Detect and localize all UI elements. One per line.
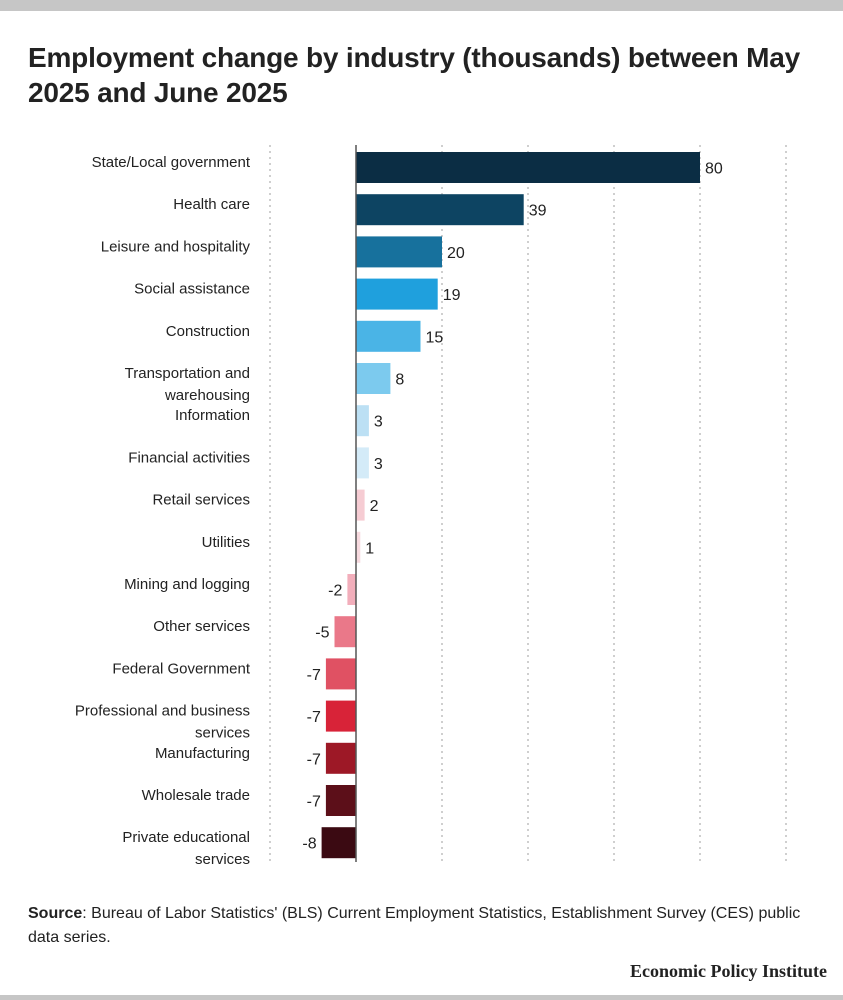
category-label: Transportation and warehousing	[125, 365, 250, 404]
value-label: 8	[395, 372, 404, 389]
category-label: Information	[175, 407, 250, 424]
value-label: -7	[307, 794, 321, 811]
category-label: Mining and logging	[124, 576, 250, 593]
value-label: 39	[529, 203, 547, 220]
bar	[325, 742, 356, 774]
bar	[356, 152, 700, 183]
value-label: -7	[307, 751, 321, 768]
category-label: Manufacturing	[155, 745, 250, 762]
bar	[356, 278, 438, 310]
bar	[356, 405, 369, 437]
value-label: 3	[374, 456, 383, 473]
value-label: -8	[302, 836, 316, 853]
source-note: Source: Bureau of Labor Statistics' (BLS…	[28, 902, 818, 950]
category-label: State/Local government	[92, 154, 251, 171]
category-label: Wholesale trade	[142, 787, 250, 804]
category-label: Retail services	[152, 492, 250, 509]
bottom-border	[0, 995, 843, 1000]
value-label: 15	[426, 329, 444, 346]
bar	[356, 363, 391, 394]
value-label: 19	[443, 287, 461, 304]
value-label: 2	[370, 498, 379, 515]
source-label: Source	[28, 905, 83, 922]
value-label: 1	[365, 540, 374, 557]
bar	[356, 194, 524, 226]
bar	[325, 700, 356, 732]
value-label: -5	[315, 625, 329, 642]
value-label: 80	[705, 161, 723, 178]
category-label: Other services	[153, 618, 250, 635]
category-label: Utilities	[202, 534, 250, 551]
bar	[321, 827, 356, 859]
top-border	[0, 0, 843, 11]
bar	[356, 320, 421, 352]
category-label: Construction	[166, 323, 250, 340]
bar	[356, 489, 365, 521]
value-label: -7	[307, 709, 321, 726]
category-label: Federal Government	[112, 660, 250, 677]
bar	[356, 447, 369, 479]
bar	[356, 236, 442, 268]
value-label: -7	[307, 667, 321, 684]
bar	[334, 616, 356, 648]
source-text: : Bureau of Labor Statistics' (BLS) Curr…	[28, 905, 801, 946]
category-label: Financial activities	[128, 449, 250, 466]
category-label: Leisure and hospitality	[101, 238, 251, 255]
category-label: Private educational services	[122, 829, 250, 868]
category-labels: State/Local government Health care Leisure…	[75, 154, 251, 868]
chart-title: Employment change by industry (thousands…	[28, 42, 800, 108]
value-label: -2	[328, 583, 342, 600]
bar	[325, 658, 356, 690]
category-label: Professional and business services	[75, 703, 250, 742]
category-label: Social assistance	[134, 281, 250, 298]
value-label: 20	[447, 245, 465, 262]
bar-chart: State/Local government Health care Leisure…	[75, 145, 787, 868]
bar	[325, 785, 356, 816]
bar	[356, 531, 361, 563]
category-label: Health care	[173, 196, 250, 213]
value-label: 3	[374, 414, 383, 431]
bars	[321, 152, 700, 859]
epi-logo: Economic Policy Institute	[630, 961, 827, 981]
bar	[347, 574, 356, 605]
value-labels: 80 39 20 19 15 8 3 3 2 1 -2 -5 -7 -7 -7 -7 -8	[302, 161, 723, 853]
